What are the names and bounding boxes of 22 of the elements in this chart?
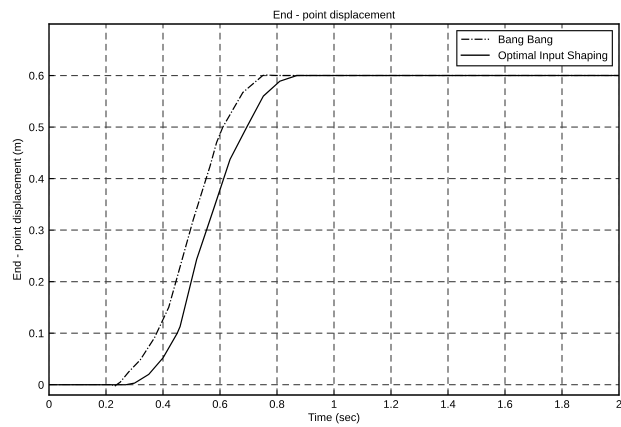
x-tick-label: 1 [332, 400, 337, 408]
x-tick-label: 1.8 [555, 400, 570, 408]
x-tick-label: 1.4 [441, 400, 456, 408]
y-tick-label: 0.2 [29, 278, 44, 286]
x-axis-title: Time (sec) [308, 412, 360, 424]
x-tick-label: 0.8 [270, 400, 284, 408]
legend-label: Optimal Input Shaping [498, 51, 608, 62]
chart-title: End - point displacement [274, 10, 396, 21]
y-tick-label: 0.5 [29, 123, 44, 132]
y-tick-label: 0.1 [29, 329, 44, 338]
y-tick-label: 0.6 [29, 72, 44, 80]
legend-label: Bang Bang [498, 36, 552, 46]
y-tick-label: 0.4 [29, 174, 44, 183]
y-tick-label: 0.3 [29, 226, 44, 234]
x-tick-label: 1.6 [498, 400, 512, 408]
x-tick-label: 0 [46, 400, 52, 408]
x-tick-label: 0.6 [212, 400, 228, 408]
y-tick-label: 0 [38, 380, 44, 389]
y-axis-title: End - point displacement (m) [12, 139, 24, 280]
x-tick-label: 0.2 [98, 400, 114, 408]
x-tick-label: 1.2 [384, 400, 398, 408]
x-tick-label: 0.4 [156, 400, 170, 408]
